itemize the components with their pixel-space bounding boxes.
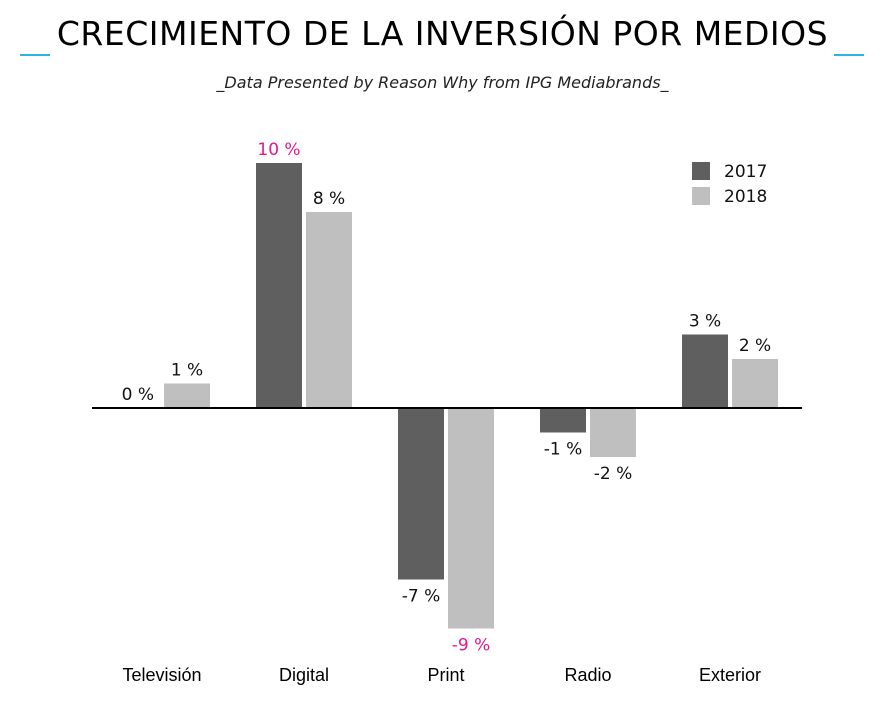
bar-2017-exterior <box>682 334 728 408</box>
title-row: CRECIMIENTO DE LA INVERSIÓN POR MEDIOS <box>0 8 885 64</box>
legend-swatch-2018 <box>692 187 710 205</box>
category-label-digital: Digital <box>279 665 329 685</box>
legend-label-2018: 2018 <box>724 187 767 207</box>
bars-group <box>164 163 778 629</box>
bar-2018-televisión <box>164 383 210 408</box>
bar-2018-print <box>448 408 494 629</box>
bar-2018-exterior <box>732 359 778 408</box>
data-label-2017-exterior: 3 % <box>689 312 721 332</box>
data-label-2017-televisión: 0 % <box>122 385 154 405</box>
category-label-print: Print <box>427 665 464 685</box>
data-label-2018-radio: -2 % <box>594 464 633 484</box>
category-label-exterior: Exterior <box>699 665 761 685</box>
bar-2018-radio <box>590 408 636 457</box>
bar-2017-radio <box>540 408 586 433</box>
data-label-2017-print: -7 % <box>402 587 441 607</box>
data-label-2018-exterior: 2 % <box>739 336 771 356</box>
chart-subtitle: _Data Presented by Reason Why from IPG M… <box>216 73 669 92</box>
category-label-radio: Radio <box>564 665 611 685</box>
legend-swatch-2017 <box>692 162 710 180</box>
data-labels-group: 0 % 1 % 10 % 8 % -7 % -9 % -1 % -2 % 3 % 2 % <box>122 140 772 656</box>
bar-2017-print <box>398 408 444 580</box>
bar-2017-digital <box>256 163 302 408</box>
data-label-2017-radio: -1 % <box>544 440 583 460</box>
data-label-2018-digital: 8 % <box>313 189 345 209</box>
chart-title: CRECIMIENTO DE LA INVERSIÓN POR MEDIOS <box>56 14 829 53</box>
title-accent-left <box>20 54 50 56</box>
category-label-televisión: Televisión <box>122 665 201 685</box>
data-label-2018-televisión: 1 % <box>171 361 203 381</box>
legend-label-2017: 2017 <box>724 162 767 182</box>
legend: 2017 2018 <box>692 162 767 207</box>
title-accent-right <box>834 54 864 56</box>
data-label-2018-print: -9 % <box>452 636 491 656</box>
data-label-2017-digital: 10 % <box>257 140 300 160</box>
bar-2018-digital <box>306 212 352 408</box>
category-labels-group: Televisión Digital Print Radio Exterior <box>122 665 761 685</box>
